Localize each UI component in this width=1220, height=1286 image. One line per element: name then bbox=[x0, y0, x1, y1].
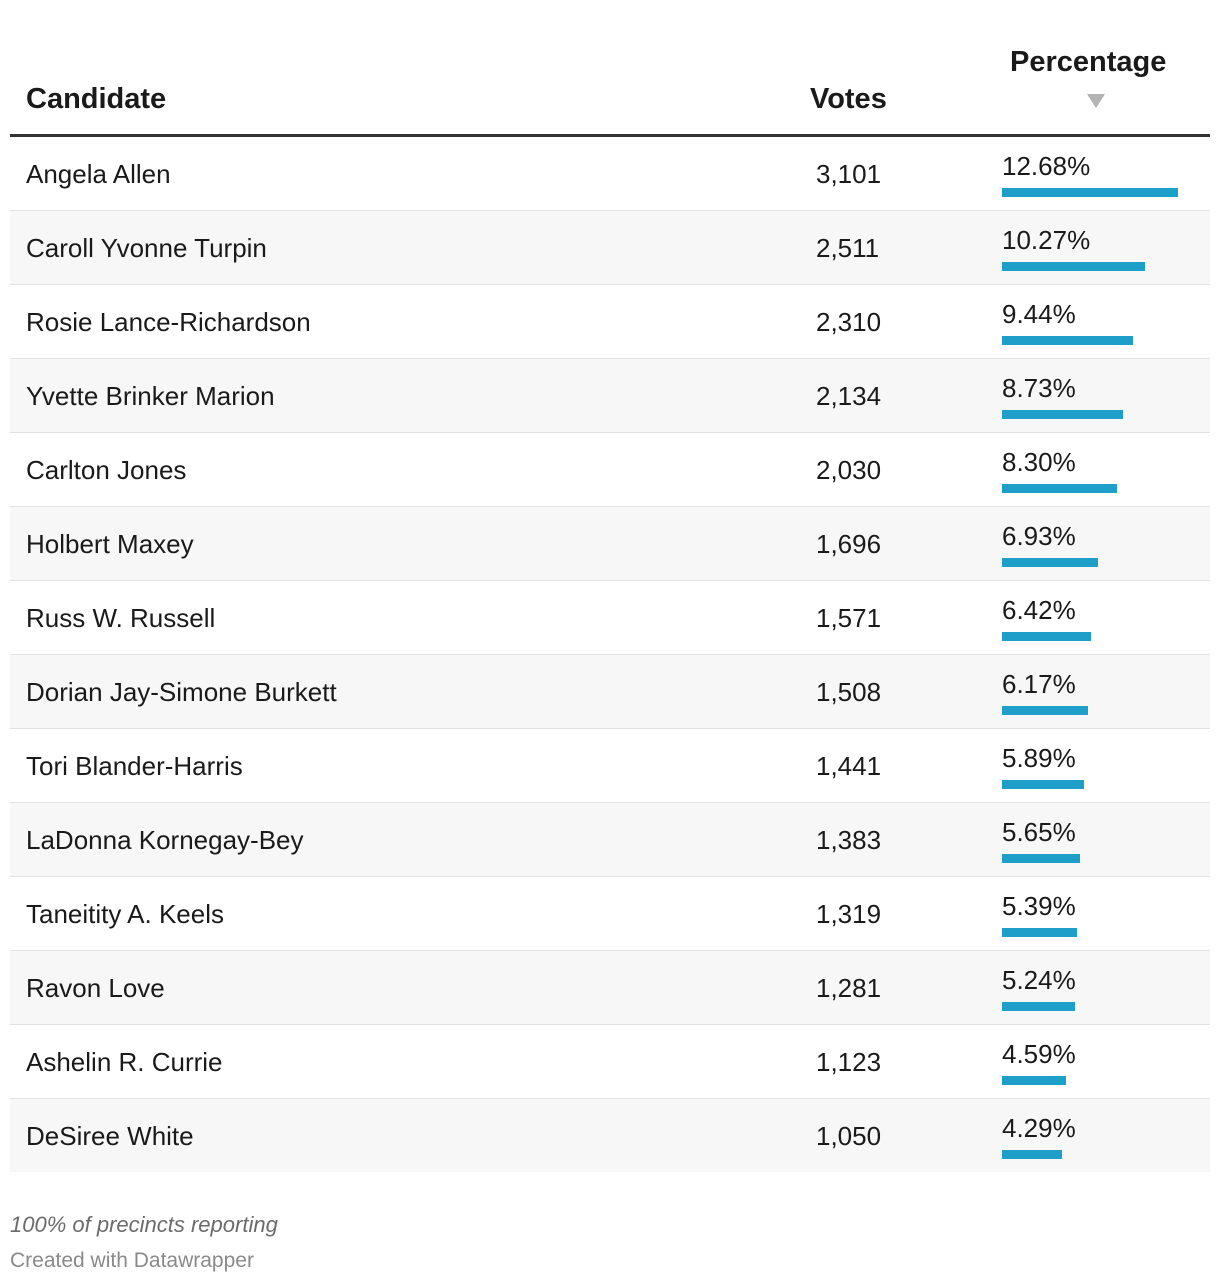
candidate-percentage: 5.65% bbox=[1002, 817, 1076, 847]
candidate-name: Taneitity A. Keels bbox=[26, 899, 224, 929]
percentage-bar bbox=[1002, 336, 1133, 345]
candidate-percentage: 10.27% bbox=[1002, 225, 1091, 255]
table-row: Angela Allen 3,101 12.68% bbox=[10, 137, 1210, 211]
candidate-votes: 1,571 bbox=[816, 603, 882, 633]
candidate-name: LaDonna Kornegay-Bey bbox=[26, 825, 304, 855]
header-candidate[interactable]: Candidate bbox=[26, 83, 167, 115]
percentage-bar bbox=[1002, 854, 1080, 863]
table-row: DeSiree White 1,050 4.29% bbox=[10, 1099, 1210, 1172]
candidate-name: Tori Blander-Harris bbox=[26, 751, 243, 781]
candidate-votes: 2,134 bbox=[816, 381, 882, 411]
candidate-votes: 1,696 bbox=[816, 529, 882, 559]
table-row: LaDonna Kornegay-Bey 1,383 5.65% bbox=[10, 803, 1210, 877]
candidate-percentage: 4.59% bbox=[1002, 1039, 1076, 1069]
percentage-bar bbox=[1002, 188, 1178, 197]
table-row: Yvette Brinker Marion 2,134 8.73% bbox=[10, 359, 1210, 433]
candidate-percentage: 6.42% bbox=[1002, 595, 1076, 625]
table-row: Carlton Jones 2,030 8.30% bbox=[10, 433, 1210, 507]
candidate-votes: 1,383 bbox=[816, 825, 882, 855]
header-percentage[interactable]: Percentage bbox=[1010, 46, 1167, 78]
candidate-votes: 1,281 bbox=[816, 973, 882, 1003]
candidate-percentage: 6.93% bbox=[1002, 521, 1076, 551]
candidate-name: Rosie Lance-Richardson bbox=[26, 307, 311, 337]
percentage-bar bbox=[1002, 262, 1145, 271]
candidate-name: Caroll Yvonne Turpin bbox=[26, 233, 267, 263]
header-votes[interactable]: Votes bbox=[810, 83, 887, 115]
candidate-percentage: 6.17% bbox=[1002, 669, 1076, 699]
candidate-votes: 1,441 bbox=[816, 751, 882, 781]
table-row: Holbert Maxey 1,696 6.93% bbox=[10, 507, 1210, 581]
percentage-bar bbox=[1002, 1150, 1062, 1159]
percentage-bar bbox=[1002, 1002, 1075, 1011]
percentage-bar bbox=[1002, 410, 1123, 419]
table-header: Candidate Votes Percentage bbox=[10, 0, 1210, 137]
candidate-percentage: 8.73% bbox=[1002, 373, 1076, 403]
candidate-name: DeSiree White bbox=[26, 1121, 194, 1151]
candidate-votes: 1,319 bbox=[816, 899, 882, 929]
candidate-percentage: 5.39% bbox=[1002, 891, 1076, 921]
table-row: Taneitity A. Keels 1,319 5.39% bbox=[10, 877, 1210, 951]
percentage-bar bbox=[1002, 632, 1091, 641]
percentage-bar bbox=[1002, 484, 1117, 493]
table-row: Caroll Yvonne Turpin 2,511 10.27% bbox=[10, 211, 1210, 285]
table-row: Ashelin R. Currie 1,123 4.59% bbox=[10, 1025, 1210, 1099]
table-row: Rosie Lance-Richardson 2,310 9.44% bbox=[10, 285, 1210, 359]
table-row: Russ W. Russell 1,571 6.42% bbox=[10, 581, 1210, 655]
candidate-name: Ashelin R. Currie bbox=[26, 1047, 223, 1077]
percentage-bar bbox=[1002, 706, 1088, 715]
candidate-name: Carlton Jones bbox=[26, 455, 187, 485]
candidate-votes: 2,511 bbox=[816, 233, 880, 263]
results-table: Candidate Votes Percentage Angela Allen 3… bbox=[10, 0, 1210, 1172]
table-row: Tori Blander-Harris 1,441 5.89% bbox=[10, 729, 1210, 803]
candidate-percentage: 8.30% bbox=[1002, 447, 1076, 477]
candidate-votes: 2,310 bbox=[816, 307, 882, 337]
candidate-votes: 3,101 bbox=[816, 159, 882, 189]
candidate-percentage: 12.68% bbox=[1002, 151, 1091, 181]
candidate-name: Yvette Brinker Marion bbox=[26, 381, 275, 411]
percentage-bar bbox=[1002, 1076, 1066, 1085]
candidate-name: Dorian Jay-Simone Burkett bbox=[26, 677, 337, 707]
candidate-votes: 2,030 bbox=[816, 455, 882, 485]
percentage-bar bbox=[1002, 558, 1098, 567]
percentage-bar bbox=[1002, 780, 1084, 789]
footer-note: 100% of precincts reporting bbox=[10, 1212, 278, 1237]
sort-descending-icon[interactable] bbox=[1087, 94, 1105, 108]
percentage-bar bbox=[1002, 928, 1077, 937]
footer-credit[interactable]: Created with Datawrapper bbox=[10, 1249, 254, 1272]
table-row: Ravon Love 1,281 5.24% bbox=[10, 951, 1210, 1025]
candidate-percentage: 9.44% bbox=[1002, 299, 1076, 329]
candidate-percentage: 5.89% bbox=[1002, 743, 1076, 773]
candidate-percentage: 4.29% bbox=[1002, 1113, 1076, 1143]
table-row: Dorian Jay-Simone Burkett 1,508 6.17% bbox=[10, 655, 1210, 729]
candidate-name: Ravon Love bbox=[26, 973, 165, 1003]
candidate-name: Russ W. Russell bbox=[26, 603, 216, 633]
candidate-votes: 1,123 bbox=[816, 1047, 882, 1077]
candidate-name: Holbert Maxey bbox=[26, 529, 194, 559]
candidate-percentage: 5.24% bbox=[1002, 965, 1076, 995]
table-body: Angela Allen 3,101 12.68% Caroll Yvonne Tur… bbox=[10, 137, 1210, 1172]
candidate-name: Angela Allen bbox=[26, 159, 171, 189]
candidate-votes: 1,050 bbox=[816, 1121, 882, 1151]
candidate-votes: 1,508 bbox=[816, 677, 882, 707]
